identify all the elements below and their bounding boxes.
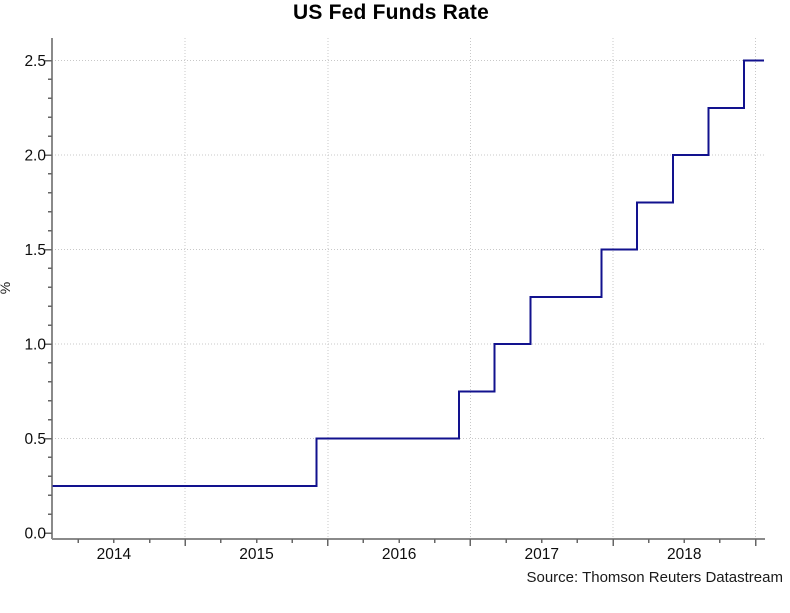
x-tick-label: 2018	[667, 546, 701, 563]
source-note: Source: Thomson Reuters Datastream	[526, 569, 783, 586]
y-tick-label: 1.0	[24, 337, 46, 354]
y-tick-label: 2.5	[24, 53, 46, 70]
x-tick-label: 2014	[97, 546, 132, 563]
y-tick-label: 0.5	[24, 431, 46, 448]
y-tick-label: 2.0	[24, 148, 46, 165]
chart-title: US Fed Funds Rate	[293, 1, 489, 24]
fed-funds-step-line	[52, 59, 765, 487]
y-tick-label: 0.0	[24, 526, 46, 543]
x-tick-label: 2016	[382, 546, 416, 563]
x-tick-label: 2017	[524, 546, 558, 563]
x-tick-label: 2015	[239, 546, 273, 563]
y-tick-label: 1.5	[24, 242, 46, 259]
